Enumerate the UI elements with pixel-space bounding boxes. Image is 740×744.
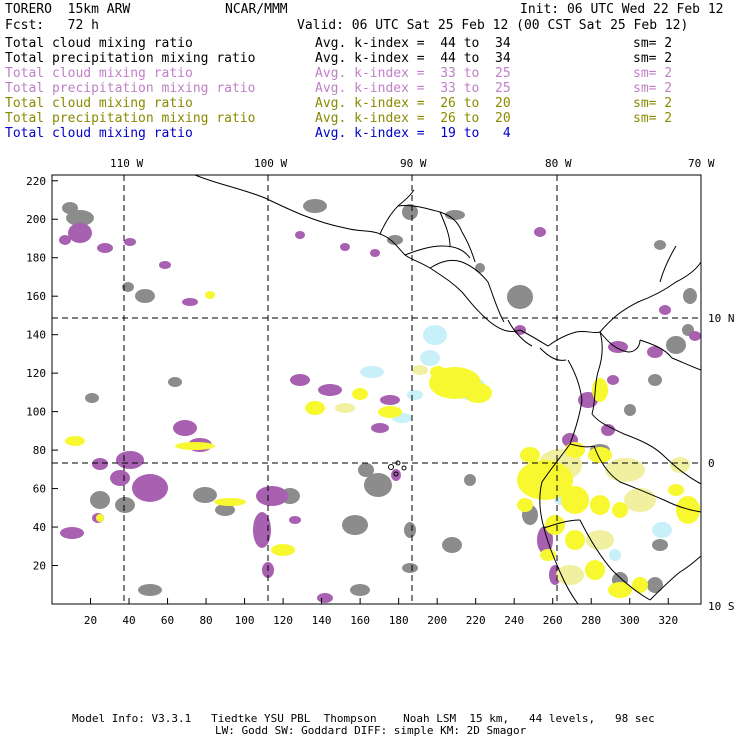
y-tick-label: 200 (26, 213, 46, 226)
map-frame (51, 174, 702, 605)
y-tick-label: 160 (26, 290, 46, 303)
coastlines (194, 175, 701, 604)
forecast-hour: Fcst: 72 h (5, 18, 99, 33)
legend-field: Total cloud mixing ratio (5, 96, 193, 111)
model-name: TORERO 15km ARW (5, 2, 131, 17)
x-tick-label: 140 (312, 614, 332, 627)
legend-smoothing: sm= 2 (633, 111, 673, 126)
legend-field: Total precipitation mixing ratio (5, 51, 256, 66)
lat-label-0: 0 (708, 457, 715, 470)
legend-field: Total precipitation mixing ratio (5, 81, 256, 96)
y-tick-label: 120 (26, 367, 46, 380)
footer-model-info: Model Info: V3.3.1 Tiedtke YSU PBL Thomp… (72, 712, 655, 725)
y-tick-label: 100 (26, 406, 46, 419)
lat-label-10s: 10 S (708, 600, 735, 613)
lon-label-110w: 110 W (110, 157, 144, 170)
x-tick-label: 220 (466, 614, 486, 627)
x-tick-label: 300 (620, 614, 640, 627)
latlon-grid (52, 175, 701, 604)
x-tick-label: 120 (273, 614, 293, 627)
legend-kindex: Avg. k-index = 19 to 4 (315, 126, 511, 141)
legend-smoothing: sm= 2 (633, 81, 673, 96)
lon-label-80w: 80 W (545, 157, 572, 170)
legend-kindex: Avg. k-index = 44 to 34 (315, 51, 511, 66)
precip-yellow-patches (65, 291, 700, 598)
precip-fields (52, 175, 701, 604)
x-tick-label: 160 (350, 614, 370, 627)
organization: NCAR/MMM (225, 2, 288, 17)
lat-label-10n: 10 N (708, 312, 735, 325)
lon-label-100w: 100 W (254, 157, 288, 170)
x-tick-label: 280 (581, 614, 601, 627)
y-tick-label: 220 (26, 175, 46, 188)
legend-kindex: Avg. k-index = 26 to 20 (315, 96, 511, 111)
legend-smoothing: sm= 2 (633, 36, 673, 51)
x-tick-label: 320 (658, 614, 678, 627)
legend-field: Total cloud mixing ratio (5, 126, 193, 141)
init-time: Init: 06 UTC Wed 22 Feb 12 (520, 2, 724, 17)
x-tick-label: 60 (161, 614, 174, 627)
footer-physics-info: LW: Godd SW: Goddard DIFF: simple KM: 2D… (215, 724, 527, 737)
legend-field: Total cloud mixing ratio (5, 36, 193, 51)
legend-smoothing: sm= 2 (633, 51, 673, 66)
x-tick-label: 260 (543, 614, 563, 627)
x-tick-label: 180 (389, 614, 409, 627)
y-axis-ticks: 20 40 60 80 100 120 140 160 180 200 220 (26, 175, 58, 573)
x-tick-label: 20 (84, 614, 97, 627)
legend-kindex: Avg. k-index = 33 to 25 (315, 81, 511, 96)
lon-label-70w: 70 W (688, 157, 715, 170)
legend-smoothing: sm= 2 (633, 96, 673, 111)
lon-label-90w: 90 W (400, 157, 427, 170)
x-axis-ticks: 20 40 60 80 100 120 140 160 180 200 220 240 260 280 30… (84, 598, 678, 627)
y-tick-label: 20 (33, 560, 46, 573)
y-tick-label: 140 (26, 329, 46, 342)
y-tick-label: 40 (33, 521, 46, 534)
y-tick-label: 60 (33, 483, 46, 496)
x-tick-label: 240 (504, 614, 524, 627)
country-borders (543, 331, 701, 601)
legend-kindex: Avg. k-index = 33 to 25 (315, 66, 511, 81)
x-tick-label: 100 (235, 614, 255, 627)
x-tick-label: 40 (122, 614, 135, 627)
legend-smoothing: sm= 2 (633, 66, 673, 81)
valid-time: Valid: 06 UTC Sat 25 Feb 12 (00 CST Sat … (297, 18, 689, 33)
y-tick-label: 180 (26, 252, 46, 265)
x-tick-label: 200 (427, 614, 447, 627)
legend-field: Total precipitation mixing ratio (5, 111, 256, 126)
legend-kindex: Avg. k-index = 44 to 34 (315, 36, 511, 51)
x-tick-label: 80 (199, 614, 212, 627)
legend-kindex: Avg. k-index = 26 to 20 (315, 111, 511, 126)
legend-field: Total cloud mixing ratio (5, 66, 193, 81)
y-tick-label: 80 (33, 444, 46, 457)
